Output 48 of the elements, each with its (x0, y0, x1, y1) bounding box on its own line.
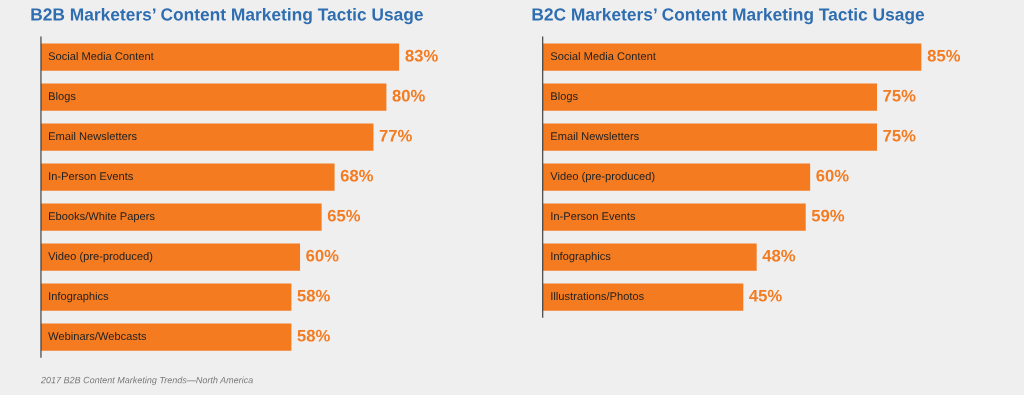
bar (542, 123, 878, 151)
bar (542, 43, 922, 71)
bar (40, 203, 322, 231)
data-label: 58% (297, 329, 330, 342)
data-label: 75% (883, 89, 916, 102)
bar (542, 203, 806, 231)
data-label: 58% (297, 289, 330, 302)
data-label: 80% (392, 89, 425, 102)
y-tick-label: Blogs (551, 91, 578, 103)
bar (40, 163, 335, 191)
y-tick-label: Social Media Content (550, 51, 656, 61)
y-tick-label: Webinars/Webcasts (48, 331, 147, 341)
bar (40, 243, 301, 271)
bar (40, 83, 387, 111)
data-label: 65% (327, 209, 361, 222)
y-tick-label: In-Person Events (49, 172, 133, 181)
y-tick-label: Video (pre-produced) (48, 251, 153, 263)
data-label: 59% (811, 209, 845, 222)
y-tick-label: Social Media Content (48, 51, 154, 61)
bar (40, 43, 400, 71)
bar (40, 323, 292, 351)
data-label: 83% (405, 49, 438, 62)
data-label: 60% (306, 249, 339, 262)
chart-title: B2B Marketers’ Content Marketing Tactic Usage (31, 7, 423, 25)
y-tick-label: Ebooks/White Papers (49, 211, 155, 223)
y-tick-label: Blogs (49, 91, 76, 103)
data-label: 75% (883, 129, 916, 142)
y-tick-label: Infographics (49, 291, 109, 303)
bar (542, 243, 757, 271)
data-label: 45% (749, 289, 782, 302)
data-label: 68% (340, 169, 374, 182)
y-tick-label: Email Newsletters (551, 131, 639, 141)
bar (542, 283, 744, 311)
chart-title: B2C Marketers’ Content Marketing Tactic Usage (532, 7, 925, 25)
y-tick-label: Email Newsletters (49, 131, 137, 141)
bar (542, 83, 878, 111)
bar (40, 283, 292, 311)
y-tick-label: Infographics (551, 251, 611, 263)
data-label: 85% (927, 49, 961, 62)
text: 2017 B2B Content Marketing Trends—North America (40, 376, 253, 386)
bar (542, 163, 811, 191)
y-tick-label: Video (pre-produced) (550, 171, 655, 183)
data-label: 48% (762, 249, 796, 262)
data-label: 77% (379, 129, 412, 142)
bar (40, 123, 374, 151)
y-tick-label: In-Person Events (551, 212, 636, 221)
y-tick-label: Illustrations/Photos (551, 291, 644, 301)
data-label: 60% (816, 169, 849, 182)
